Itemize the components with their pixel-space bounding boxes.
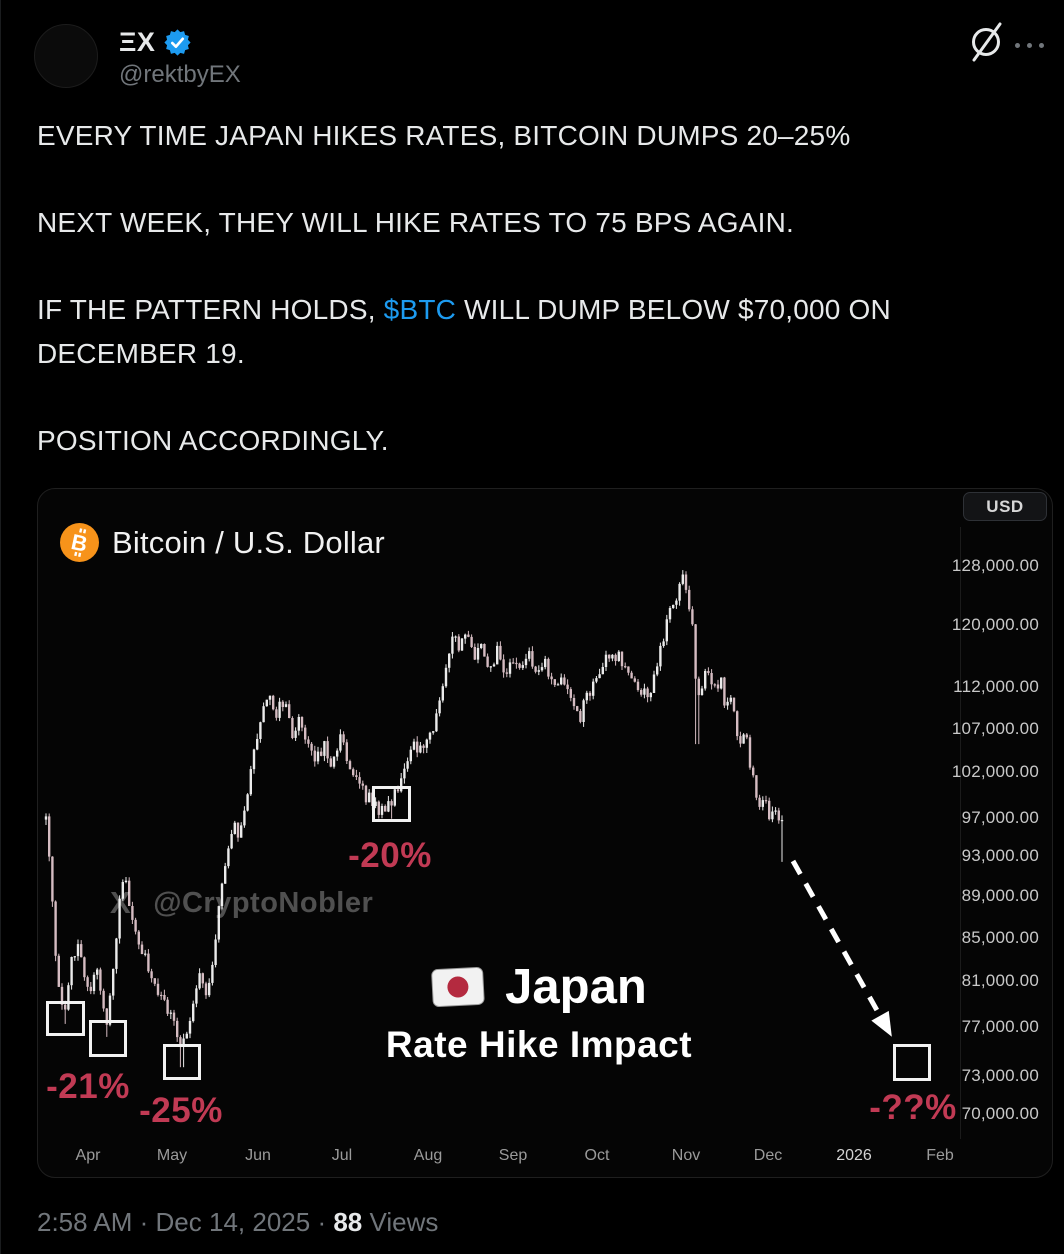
- rate-hike-marker-square: [89, 1020, 127, 1057]
- y-axis-tick: 73,000.00: [961, 1065, 1039, 1085]
- tweet-meta: 2:58 AM · Dec 14, 2025 · 88 Views: [37, 1207, 439, 1237]
- candlestick-plot: [44, 570, 892, 1068]
- timestamp: 2:58 AM: [37, 1207, 133, 1237]
- x-axis-tick: Feb: [926, 1147, 954, 1164]
- watermark-handle: @CryptoNobler: [153, 886, 374, 919]
- svg-text:B: B: [69, 529, 90, 557]
- y-axis-tick: 97,000.00: [961, 807, 1039, 827]
- watermark: X @CryptoNobler: [110, 885, 373, 921]
- japan-flag-icon: [431, 966, 485, 1008]
- chart-center-title: Japan Rate Hike Impact: [386, 959, 692, 1066]
- drawdown-label: -25%: [139, 1091, 223, 1130]
- drawdown-label: -21%: [46, 1067, 130, 1106]
- rate-hike-marker-square: [163, 1044, 201, 1080]
- y-axis-tick: 102,000.00: [951, 762, 1039, 782]
- tweet-paragraph: POSITION ACCORDINGLY.: [37, 419, 975, 463]
- date: Dec 14, 2025: [155, 1207, 311, 1237]
- y-axis-tick: 120,000.00: [951, 614, 1039, 634]
- x-logo-icon: X: [110, 885, 132, 920]
- rate-hike-marker-square: [893, 1044, 931, 1081]
- x-axis-tick: Aug: [413, 1147, 443, 1164]
- more-menu-icon[interactable]: [1015, 40, 1044, 50]
- x-axis-tick: Dec: [753, 1147, 783, 1164]
- x-axis-tick: May: [156, 1147, 188, 1164]
- tweet-paragraph: IF THE PATTERN HOLDS, $BTC WILL DUMP BEL…: [37, 288, 975, 376]
- y-axis-tick: 93,000.00: [961, 846, 1039, 866]
- x-axis-tick: 2026: [836, 1147, 872, 1164]
- views-count: 88: [333, 1207, 363, 1237]
- tweet-paragraph: EVERY TIME JAPAN HIKES RATES, BITCOIN DU…: [37, 114, 975, 158]
- avatar[interactable]: [34, 24, 98, 88]
- y-axis-tick: 107,000.00: [951, 718, 1039, 738]
- tweet-paragraph: NEXT WEEK, THEY WILL HIKE RATES TO 75 BP…: [37, 201, 975, 245]
- rate-hike-marker-square: [46, 1001, 85, 1036]
- arrow-head: [871, 1010, 892, 1037]
- tweet-text-segment: NEXT WEEK, THEY WILL HIKE RATES TO 75 BP…: [37, 207, 795, 238]
- symbol-title: Bitcoin / U.S. Dollar: [112, 524, 385, 560]
- views-label: Views: [369, 1207, 439, 1237]
- x-axis-tick: Jul: [331, 1147, 353, 1164]
- tweet-text-segment: WILL DUMP BELOW $70,000 ON DECEMBER 19.: [37, 294, 891, 369]
- y-axis-tick: 77,000.00: [961, 1017, 1039, 1037]
- drawdown-label: -20%: [348, 836, 432, 875]
- currency-tab: USD: [963, 492, 1047, 521]
- chart-media[interactable]: USD B Bitcoin / U.S. Dollar 128,000.00 12…: [37, 488, 1053, 1178]
- tweet-text-segment: IF THE PATTERN HOLDS,: [37, 294, 384, 325]
- display-name[interactable]: ΞX: [119, 27, 156, 57]
- y-axis-tick: 128,000.00: [951, 556, 1039, 575]
- x-axis-tick: Oct: [584, 1147, 610, 1164]
- verified-badge-icon: [164, 29, 191, 56]
- y-axis-tick: 70,000.00: [961, 1104, 1039, 1123]
- price-axis-separator: [960, 527, 961, 1139]
- tweet-text-segment: POSITION ACCORDINGLY.: [37, 425, 389, 456]
- y-axis-tick: 89,000.00: [961, 885, 1039, 905]
- japan-title: Japan: [505, 960, 647, 1014]
- rate-hike-marker-square: [372, 786, 411, 822]
- x-axis-tick: Jun: [245, 1147, 271, 1164]
- x-axis-tick: Apr: [75, 1147, 101, 1164]
- user-handle[interactable]: @rektbyEX: [119, 61, 241, 88]
- y-axis-tick: 112,000.00: [953, 677, 1039, 697]
- bitcoin-icon: B: [60, 523, 99, 562]
- y-axis-tick: 81,000.00: [961, 971, 1039, 991]
- cashtag-link[interactable]: $BTC: [383, 294, 457, 325]
- y-axis-tick: 85,000.00: [961, 927, 1039, 947]
- rate-hike-subtitle: Rate Hike Impact: [385, 1024, 693, 1065]
- grok-icon[interactable]: [967, 20, 1007, 64]
- x-axis-tick: Sep: [498, 1147, 528, 1164]
- tweet-text: EVERY TIME JAPAN HIKES RATES, BITCOIN DU…: [37, 114, 975, 506]
- x-axis-tick: Nov: [671, 1147, 701, 1164]
- tweet-text-segment: EVERY TIME JAPAN HIKES RATES, BITCOIN DU…: [37, 120, 851, 151]
- drawdown-label: -??%: [869, 1088, 957, 1127]
